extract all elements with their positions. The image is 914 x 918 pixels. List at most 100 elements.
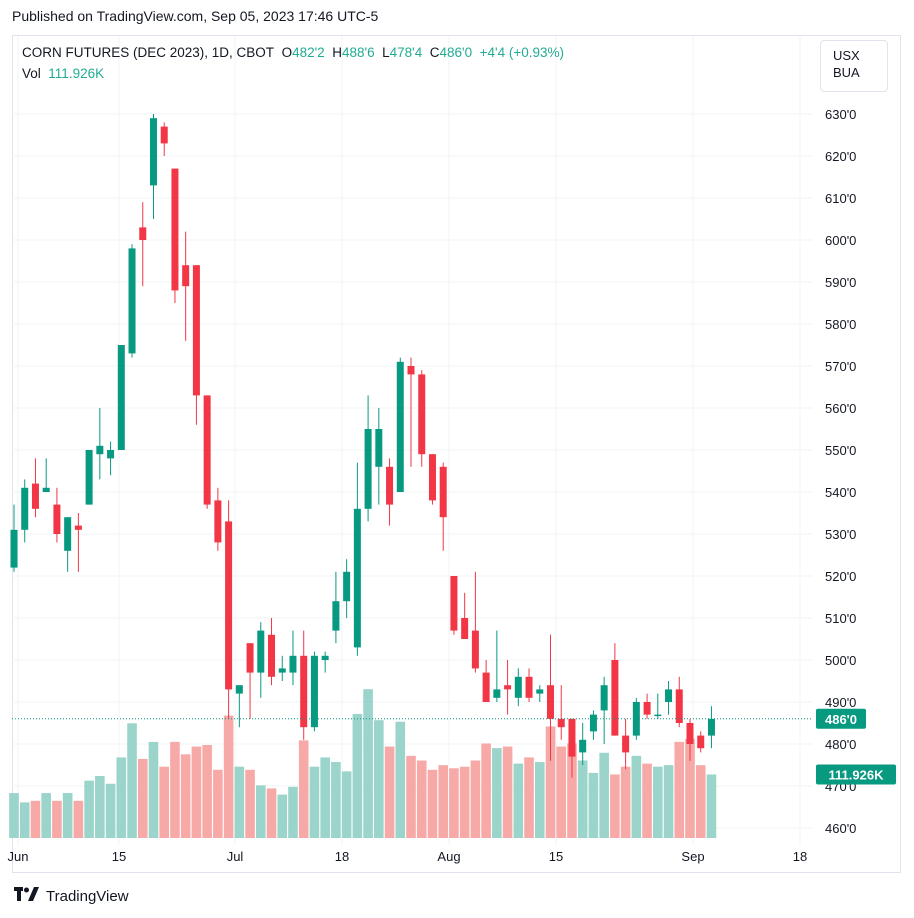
candle-body xyxy=(64,517,72,551)
candle-body xyxy=(278,668,286,673)
volume-bar xyxy=(577,760,588,838)
time-tick-label: 15 xyxy=(549,849,563,864)
candle-body xyxy=(579,739,587,753)
volume-bar xyxy=(9,793,19,838)
tradingview-logo-icon xyxy=(14,887,40,906)
candle-body xyxy=(665,689,673,702)
volume-bar xyxy=(374,720,384,838)
candle-body xyxy=(96,445,104,455)
volume-bar xyxy=(234,766,245,838)
volume-bar xyxy=(631,755,642,838)
candle-body xyxy=(418,374,426,455)
candle-body xyxy=(654,714,662,717)
volume-bar xyxy=(245,769,255,838)
time-tick-label: Jun xyxy=(8,849,29,864)
volume-bar xyxy=(213,769,223,838)
volume-bar xyxy=(502,746,513,838)
candle-body xyxy=(557,718,565,728)
price-tick-label: 510'0 xyxy=(825,611,856,626)
change-value: +4'4 (+0.93%) xyxy=(479,45,565,60)
candle-body xyxy=(85,450,93,505)
price-tick-label: 540'0 xyxy=(825,485,856,500)
time-tick-label: 18 xyxy=(793,849,807,864)
volume-bar xyxy=(663,765,674,838)
candle-body xyxy=(707,718,715,736)
volume-bar xyxy=(30,800,41,838)
volume-bar xyxy=(266,788,277,838)
volume-bar xyxy=(62,793,73,838)
volume-value: 111.926K xyxy=(48,66,105,81)
volume-bar xyxy=(331,762,341,838)
volume-bar xyxy=(449,768,459,838)
candlesticks xyxy=(10,114,715,778)
low-value: 478'4 xyxy=(389,45,423,60)
candle-body xyxy=(182,265,190,287)
volume-bar xyxy=(556,746,567,838)
volume-bar xyxy=(384,746,395,838)
volume-bar xyxy=(706,774,717,838)
candle-body xyxy=(42,487,50,492)
candle-body xyxy=(310,655,318,728)
price-tick-label: 600'0 xyxy=(825,233,856,248)
volume-bar xyxy=(309,766,320,838)
candle-body xyxy=(386,466,394,505)
candle-body xyxy=(375,429,383,467)
candle-body xyxy=(622,735,630,753)
candle-body xyxy=(117,345,125,450)
price-tick-label: 500'0 xyxy=(825,653,856,668)
tradingview-brand[interactable]: TradingView xyxy=(14,887,129,906)
price-markers: 486'0 111.926K xyxy=(12,708,896,785)
volume-bar xyxy=(105,783,116,838)
price-tick-label: 490'0 xyxy=(825,695,856,710)
volume-bar xyxy=(298,740,309,838)
volume-bar xyxy=(610,774,620,838)
volume-bar xyxy=(492,748,502,838)
volume-bar xyxy=(620,766,631,838)
volume-bar xyxy=(406,755,416,838)
volume-bar xyxy=(416,760,427,838)
price-tick-label: 530'0 xyxy=(825,527,856,542)
candle-body xyxy=(171,168,179,291)
candle-body xyxy=(493,689,501,698)
volume-bar xyxy=(320,757,330,838)
candle-body xyxy=(589,714,597,732)
candle-body xyxy=(482,672,490,702)
candle-body xyxy=(321,655,329,660)
candle-body xyxy=(160,126,168,144)
volume-bar xyxy=(567,743,577,838)
symbol-title: CORN FUTURES (DEC 2023), 1D, CBOT xyxy=(22,45,275,60)
price-tick-label: 610'0 xyxy=(825,191,856,206)
volume-legend: Vol 111.926K xyxy=(22,66,104,81)
volume-bar xyxy=(363,689,373,838)
volume-bar xyxy=(427,769,438,838)
candle-body xyxy=(514,676,522,698)
candle-body xyxy=(268,634,276,677)
candle-body xyxy=(600,685,608,711)
candle-body xyxy=(396,361,404,492)
volume-bar xyxy=(180,754,191,838)
volume-bar xyxy=(95,776,105,838)
last-price-badge xyxy=(816,708,866,729)
candle-body xyxy=(53,504,61,534)
last-volume-label: 111.926K xyxy=(829,767,885,782)
volume-bar xyxy=(116,757,127,838)
candle-body xyxy=(697,735,705,749)
volume-bar xyxy=(202,745,212,838)
grid-lines xyxy=(12,36,812,845)
price-tick-label: 570'0 xyxy=(825,359,856,374)
volume-bar xyxy=(545,726,556,838)
candle-body xyxy=(353,508,361,648)
unit-selector[interactable]: USX BUA xyxy=(820,40,888,92)
volume-bar xyxy=(148,741,159,838)
candle-body xyxy=(107,450,115,459)
symbol-legend: CORN FUTURES (DEC 2023), 1D, CBOT O482'2… xyxy=(22,45,565,60)
volume-bar xyxy=(127,723,137,838)
price-tick-label: 560'0 xyxy=(825,401,856,416)
price-tick-label: 630'0 xyxy=(825,107,856,122)
volume-bar xyxy=(599,752,609,838)
candle-body xyxy=(471,630,479,669)
last-volume-badge xyxy=(816,764,896,785)
volume-bar xyxy=(84,780,94,838)
price-tick-label: 590'0 xyxy=(825,275,856,290)
